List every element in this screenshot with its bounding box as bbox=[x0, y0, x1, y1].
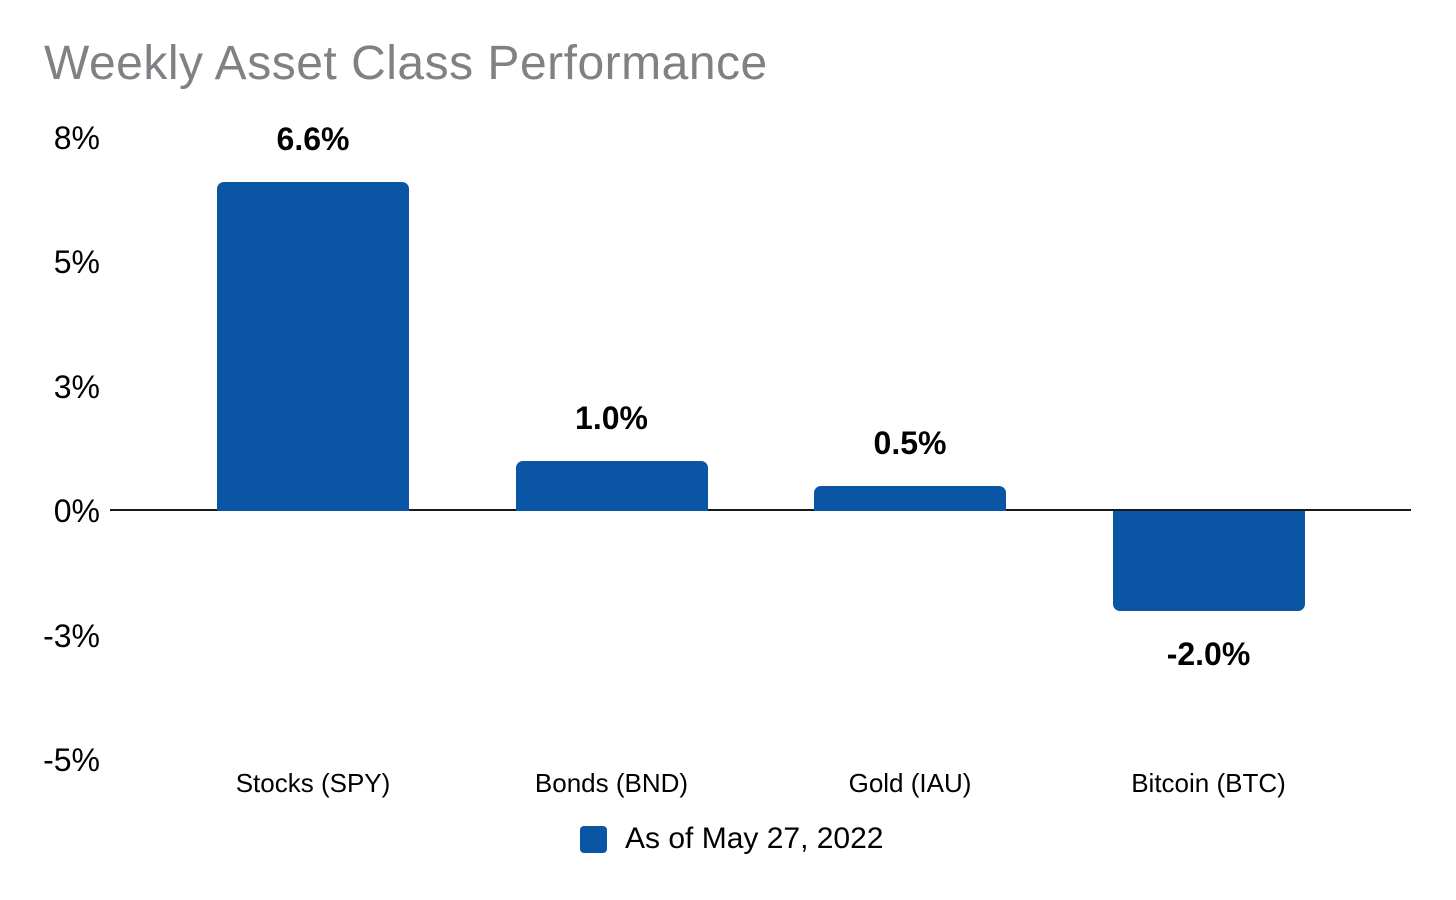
y-tick-label: 5% bbox=[53, 244, 100, 280]
y-tick-label: 3% bbox=[53, 368, 100, 405]
y-tick-label: -3% bbox=[43, 617, 100, 654]
bar bbox=[217, 182, 409, 511]
bar-value-label: 1.0% bbox=[575, 400, 648, 437]
chart-title: Weekly Asset Class Performance bbox=[44, 37, 768, 90]
bar bbox=[814, 486, 1006, 511]
bar bbox=[1112, 511, 1305, 611]
zero-axis-line bbox=[110, 509, 1411, 511]
legend: As of May 27, 2022 bbox=[580, 824, 884, 854]
y-tick-label: 8% bbox=[53, 119, 100, 156]
bar-value-label: -2.0% bbox=[1166, 635, 1251, 672]
x-axis-category-label: Bonds (BND) bbox=[534, 768, 689, 798]
x-axis-category-label: Gold (IAU) bbox=[848, 768, 972, 798]
y-tick-label: -5% bbox=[43, 742, 100, 778]
x-axis-category-label: Bitcoin (BTC) bbox=[1131, 768, 1286, 798]
bar-value-label: 6.6% bbox=[276, 121, 350, 158]
legend-swatch bbox=[580, 825, 607, 853]
bar-value-label: 0.5% bbox=[873, 425, 947, 462]
bar bbox=[515, 461, 708, 511]
legend-label: As of May 27, 2022 bbox=[625, 822, 884, 855]
y-tick-label: 0% bbox=[53, 493, 100, 529]
x-axis-category-label: Stocks (SPY) bbox=[235, 768, 391, 798]
